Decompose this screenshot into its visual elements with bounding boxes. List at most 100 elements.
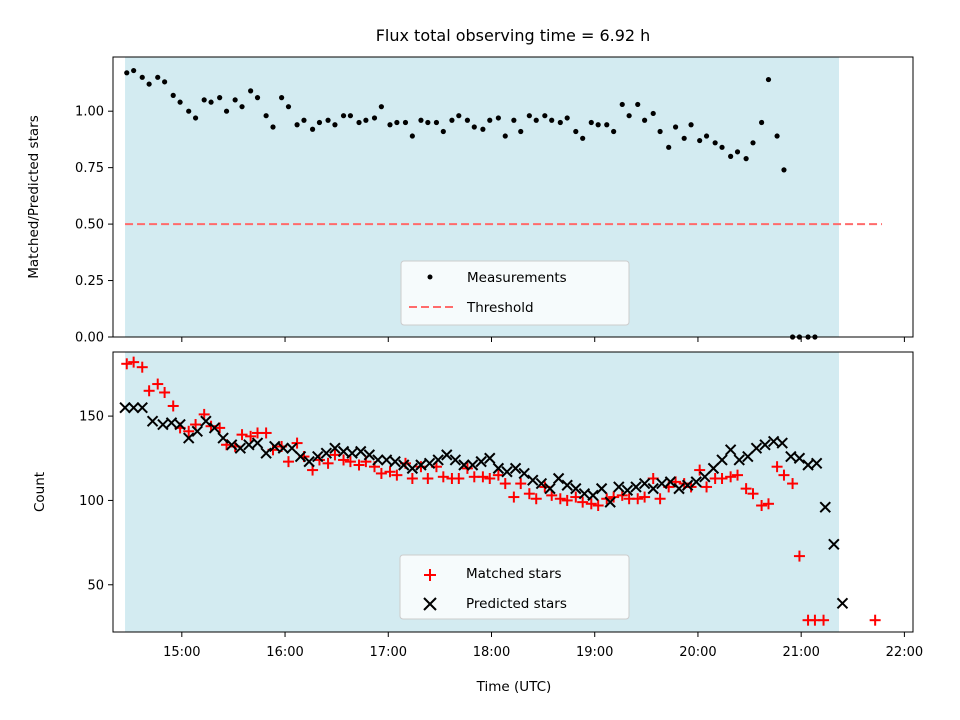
measurement-point	[217, 95, 223, 101]
measurement-point	[146, 81, 152, 87]
predicted-star-marker	[475, 455, 487, 468]
measurement-point	[340, 113, 347, 119]
predicted-star-marker	[312, 450, 324, 463]
matched-star-marker	[530, 493, 542, 505]
top-panel: Flux total observing time = 6.92 h 0.000…	[26, 26, 914, 346]
predicted-star-marker	[664, 476, 677, 488]
measurement-point	[449, 117, 455, 123]
predicted-star-marker	[277, 442, 290, 454]
bottom-x-tick-label: 16:00	[266, 645, 303, 660]
top-legend-box	[400, 260, 630, 326]
predicted-star-marker	[415, 459, 427, 471]
predicted-star-marker	[146, 415, 159, 427]
predicted-star-marker	[458, 459, 470, 471]
predicted-star-marker	[819, 501, 831, 513]
matched-star-marker	[313, 454, 325, 466]
measurement-point	[208, 99, 214, 105]
bottom-x-tick-label: 19:00	[576, 645, 613, 660]
measurement-point	[270, 124, 276, 130]
top-x-ticks	[181, 337, 905, 342]
predicted-star-marker	[699, 471, 711, 483]
predicted-star-marker	[174, 418, 186, 431]
bottom-y-tick-label: 50	[87, 578, 104, 593]
legend-predicted-marker	[423, 597, 437, 611]
matched-star-marker	[492, 469, 504, 481]
measurement-point	[712, 140, 718, 146]
predicted-star-marker	[441, 449, 453, 461]
matched-star-marker	[515, 478, 527, 490]
matched-star-marker	[477, 471, 489, 483]
predicted-star-marker	[466, 459, 479, 471]
predicted-star-marker	[363, 449, 376, 461]
predicted-star-marker	[182, 432, 195, 444]
measurement-point	[526, 113, 532, 119]
matched-star-marker	[608, 491, 620, 503]
legend-matched-label: Matched stars	[466, 566, 562, 582]
matched-star-marker	[260, 427, 272, 439]
predicted-star-marker	[656, 477, 668, 490]
matched-star-marker	[508, 491, 520, 503]
measurement-point	[765, 76, 772, 83]
measurement-point	[549, 117, 555, 123]
matched-star-marker	[685, 481, 697, 493]
predicted-star-marker	[380, 454, 393, 466]
measurement-point	[263, 113, 269, 119]
measurement-point	[719, 144, 725, 150]
measurement-point	[387, 122, 393, 128]
matched-star-marker	[771, 461, 783, 473]
predicted-star-marker	[690, 476, 702, 488]
matched-star-marker	[159, 386, 171, 398]
measurement-point	[402, 119, 409, 126]
measurement-point	[409, 133, 415, 139]
matched-star-marker	[716, 473, 728, 485]
matched-star-marker	[793, 550, 805, 562]
measurement-point	[743, 156, 749, 162]
predicted-star-marker	[243, 439, 255, 451]
measurement-point	[394, 119, 400, 126]
legend-measurements-marker	[427, 274, 433, 280]
top-y-ticks: 0.00 0.25 0.50 0.75 1.00	[75, 105, 113, 346]
predicted-star-marker	[793, 452, 806, 464]
predicted-star-marker	[372, 454, 384, 466]
predicted-star-marker	[828, 538, 840, 550]
predicted-star-marker	[673, 482, 685, 495]
predicted-star-marker	[217, 432, 229, 444]
measurement-point	[239, 104, 245, 110]
matched-star-marker	[406, 473, 418, 485]
measurement-point	[672, 124, 679, 130]
measurement-point	[573, 128, 579, 135]
matched-star-marker	[740, 483, 752, 495]
predicted-star-marker	[501, 466, 513, 478]
bottom-x-tick-label: 22:00	[886, 645, 923, 660]
predicted-star-marker	[303, 455, 315, 468]
predicted-star-marker	[802, 459, 814, 471]
matched-star-marker	[484, 473, 496, 485]
top-y-axis-label: Matched/Predicted stars	[26, 115, 42, 278]
predicted-star-marker	[638, 477, 651, 490]
top-legend: Measurements Threshold	[400, 260, 630, 326]
measurement-point	[433, 119, 440, 126]
predicted-star-marker	[200, 415, 212, 427]
matched-star-marker	[282, 456, 294, 468]
predicted-star-marker	[621, 484, 634, 497]
measurement-point	[495, 115, 501, 121]
matched-star-marker	[499, 478, 511, 490]
predicted-star-marker	[810, 457, 823, 470]
matched-star-marker	[291, 437, 303, 449]
predicted-star-marker	[484, 452, 496, 464]
predicted-star-marker	[119, 401, 131, 414]
legend-measurements-label: Measurements	[467, 270, 567, 286]
bottom-x-axis-label: Time (UTC)	[476, 679, 552, 695]
matched-star-marker	[453, 473, 465, 485]
predicted-star-marker	[406, 462, 419, 475]
measurement-point	[642, 117, 648, 123]
matched-star-marker	[384, 466, 396, 478]
bottom-legend-box	[399, 554, 630, 620]
matched-star-marker	[725, 471, 737, 483]
bottom-x-tick-label: 15:00	[163, 645, 200, 660]
matched-star-marker	[632, 493, 644, 505]
matched-star-marker	[762, 498, 774, 510]
predicted-star-marker	[681, 479, 694, 491]
measurement-point	[759, 119, 765, 126]
measurement-point	[487, 117, 493, 123]
